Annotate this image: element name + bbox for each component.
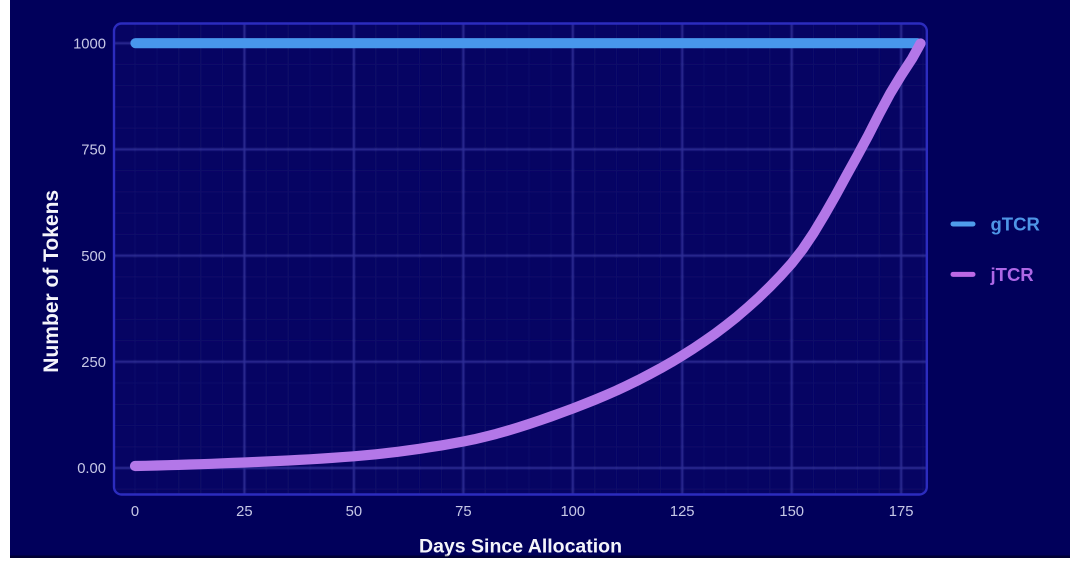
svg-text:75: 75	[455, 504, 471, 520]
svg-text:175: 175	[889, 504, 914, 520]
svg-text:150: 150	[779, 504, 804, 520]
svg-text:25: 25	[236, 504, 252, 520]
svg-text:100: 100	[560, 504, 585, 520]
svg-text:1000: 1000	[73, 36, 106, 52]
svg-text:jTCR: jTCR	[990, 264, 1034, 285]
svg-text:50: 50	[346, 504, 362, 520]
svg-text:500: 500	[81, 249, 106, 265]
svg-text:0.00: 0.00	[77, 461, 106, 477]
svg-text:750: 750	[81, 143, 106, 159]
svg-text:Days Since Allocation: Days Since Allocation	[419, 536, 622, 558]
svg-text:gTCR: gTCR	[991, 214, 1040, 235]
svg-text:0: 0	[131, 504, 139, 520]
svg-text:Number of Tokens: Number of Tokens	[40, 190, 63, 373]
svg-text:250: 250	[81, 355, 106, 371]
svg-text:125: 125	[670, 504, 695, 520]
